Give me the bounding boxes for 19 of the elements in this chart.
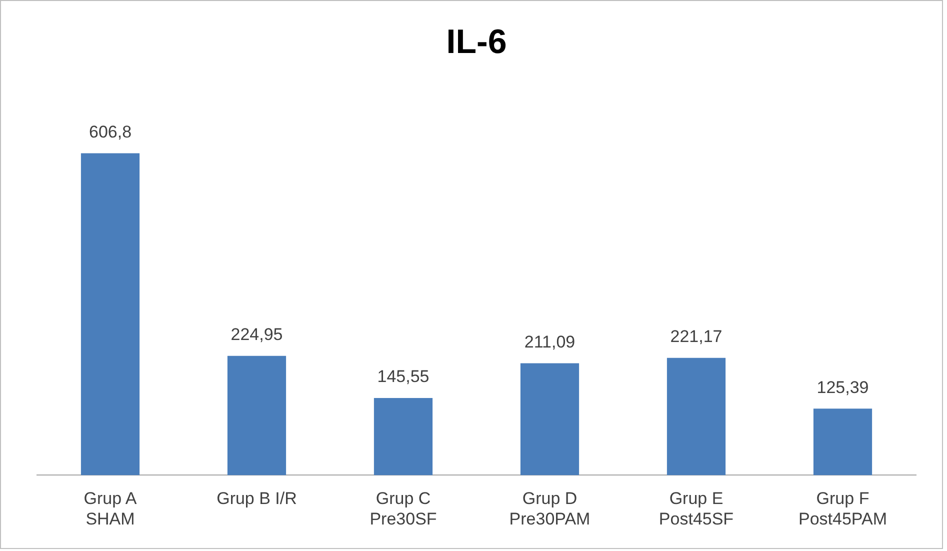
data-label: 125,39	[816, 378, 869, 397]
data-label: 221,17	[670, 327, 722, 346]
bar	[80, 153, 140, 476]
bar	[666, 358, 726, 476]
bar	[227, 356, 286, 476]
x-tick-label: Grup E Post45SF	[658, 489, 734, 528]
data-label: 145,55	[377, 367, 430, 386]
x-tick-label: Grup D Pre30PAM	[509, 489, 590, 528]
data-label: 211,09	[524, 332, 576, 352]
x-tick-label: Grup F Post45PAM	[798, 489, 888, 528]
bar	[374, 398, 433, 476]
x-tick-label: Grup A SHAM	[84, 489, 138, 528]
bar	[520, 363, 580, 476]
bar	[813, 408, 872, 476]
x-tick-label: Grup C Pre30SF	[370, 489, 437, 528]
chart-title: IL-6	[446, 22, 507, 61]
x-tick-label: Grup B I/R	[216, 489, 297, 508]
data-label: 224,95	[230, 325, 283, 344]
data-label: 606,8	[88, 122, 132, 142]
